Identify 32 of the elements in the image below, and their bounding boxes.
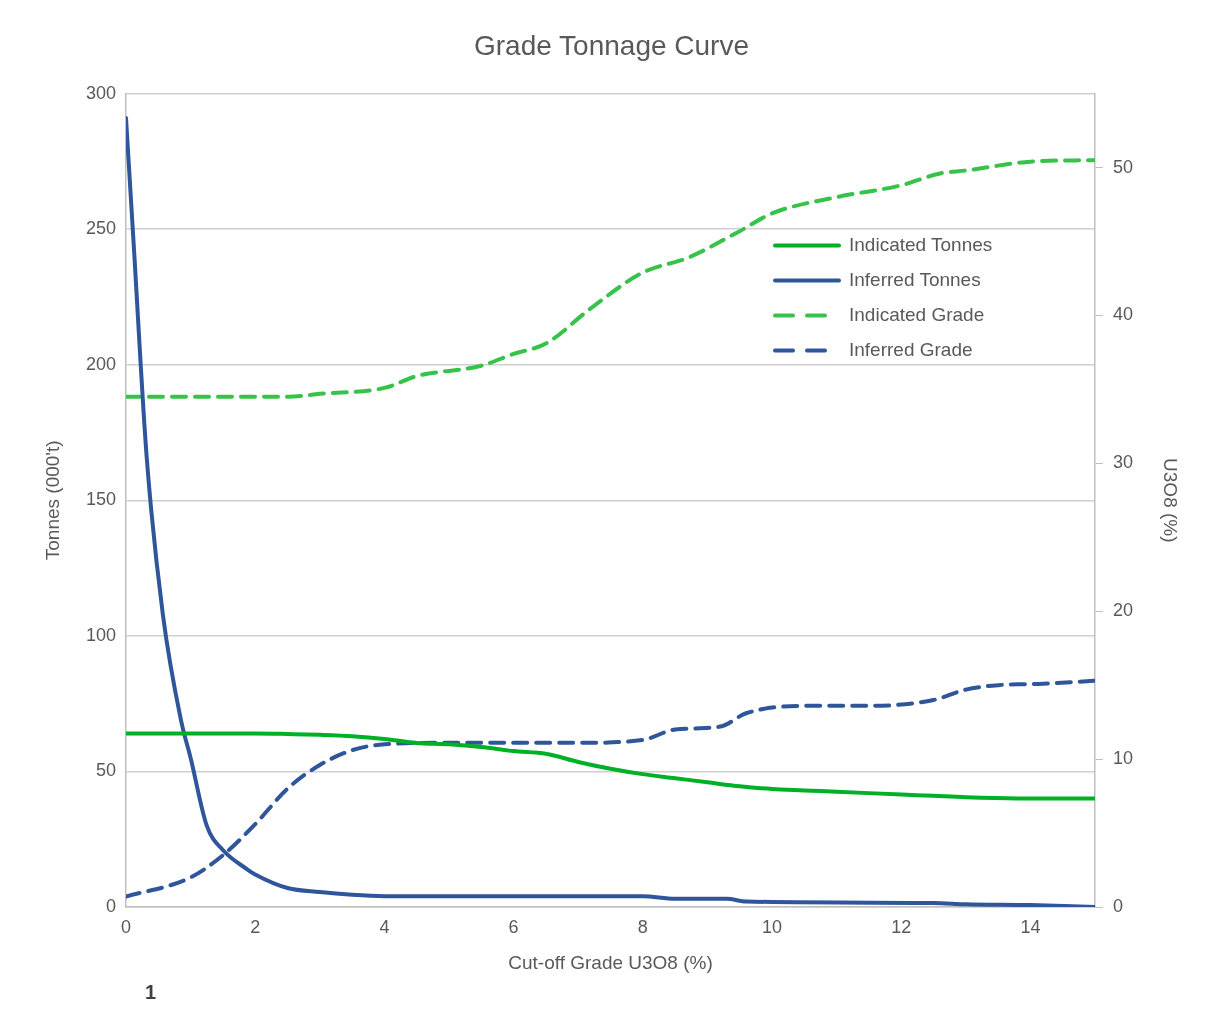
y-tick-label: 0 <box>105 895 116 916</box>
line-series <box>126 158 1095 399</box>
legend-label: Indicated Grade <box>849 303 985 325</box>
y-axis-title: Tonnes (000't) <box>41 440 63 561</box>
x-tick-label: 10 <box>761 916 783 937</box>
x-tick-label: 12 <box>891 916 912 937</box>
text: 1 <box>145 980 157 1003</box>
y-tick-label: 50 <box>95 760 116 781</box>
x-tick-label: 8 <box>637 916 648 937</box>
y-tick-label: 300 <box>85 82 116 103</box>
line-series <box>126 731 1095 801</box>
x-tick-label: 14 <box>1020 916 1041 937</box>
y-tick-label: 200 <box>85 353 116 374</box>
x-tick-label: 0 <box>120 916 132 937</box>
y2-tick-label: 10 <box>1113 748 1134 769</box>
y2-tick-label: 20 <box>1113 600 1134 621</box>
y2-tick-label: 40 <box>1113 304 1134 325</box>
x-tick-label: 6 <box>508 916 519 937</box>
y-tick-label: 250 <box>85 218 116 239</box>
y2-tick-label: 50 <box>1113 156 1134 177</box>
chart-title: Grade Tonnage Curve <box>474 29 749 61</box>
legend-label: Inferred Tonnes <box>849 268 981 290</box>
x-tick-label: 4 <box>379 916 390 937</box>
y-tick-label: 100 <box>85 624 116 645</box>
legend-label: Inferred Grade <box>849 338 973 360</box>
y2-tick-label: 30 <box>1113 452 1134 473</box>
y2-axis-title: U3O8 (%) <box>1160 458 1182 543</box>
y2-tick-label: 0 <box>1113 895 1124 916</box>
y-tick-label: 150 <box>85 489 116 510</box>
legend-label: Indicated Tonnes <box>849 233 993 255</box>
x-tick-label: 2 <box>250 916 261 937</box>
x-axis-title: Cut-off Grade U3O8 (%) <box>508 951 713 973</box>
